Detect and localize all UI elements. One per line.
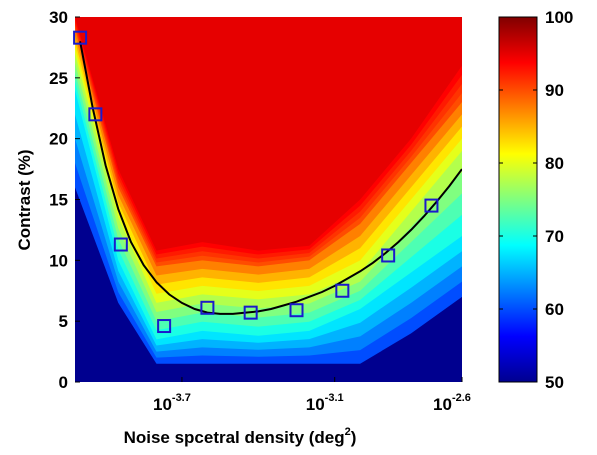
x-tick-label: 10-3.1 <box>306 392 344 414</box>
heatmap-plot <box>73 17 462 382</box>
y-axis-label: Contrast (%) <box>15 149 34 250</box>
x-axis: 10-3.7 10-3.1 10-2.6 <box>153 377 471 414</box>
data-point <box>289 303 304 318</box>
data-points <box>73 30 439 334</box>
colorbar-gradient <box>498 16 538 383</box>
y-axis: 0 5 10 15 20 25 30 <box>49 8 80 392</box>
y-tick-label: 10 <box>49 251 68 270</box>
y-tick-label: 25 <box>49 69 68 88</box>
colorbar-tick-label: 60 <box>545 300 564 319</box>
y-tick-label: 30 <box>49 8 68 27</box>
colorbar-tick-label: 90 <box>545 81 564 100</box>
x-tick-label: 10-3.7 <box>153 392 191 414</box>
data-point <box>157 319 172 334</box>
data-point <box>113 237 128 252</box>
data-point <box>243 305 258 320</box>
colorbar-tick-label: 50 <box>545 373 564 392</box>
data-point <box>73 30 88 45</box>
colorbar-tick-label: 100 <box>545 8 573 27</box>
surface-layers <box>75 17 462 364</box>
colorbar-tick-label: 70 <box>545 227 564 246</box>
colorbar-tick-label: 80 <box>545 154 564 173</box>
colorbar: 50 60 70 80 90 100 <box>498 8 573 392</box>
surface-band <box>75 17 462 251</box>
data-point <box>200 300 215 315</box>
x-axis-label: Noise spcetral density (deg2) <box>124 426 357 447</box>
data-point <box>335 283 350 298</box>
fit-curve <box>79 41 462 315</box>
y-tick-label: 20 <box>49 130 68 149</box>
x-tick-label: 10-2.6 <box>433 392 471 414</box>
y-tick-label: 5 <box>59 312 68 331</box>
data-point <box>424 198 439 213</box>
data-point <box>381 248 396 263</box>
y-tick-label: 15 <box>49 191 68 210</box>
data-point <box>88 107 103 122</box>
y-tick-label: 0 <box>59 373 68 392</box>
colorbar-ticks: 50 60 70 80 90 100 <box>499 8 573 392</box>
